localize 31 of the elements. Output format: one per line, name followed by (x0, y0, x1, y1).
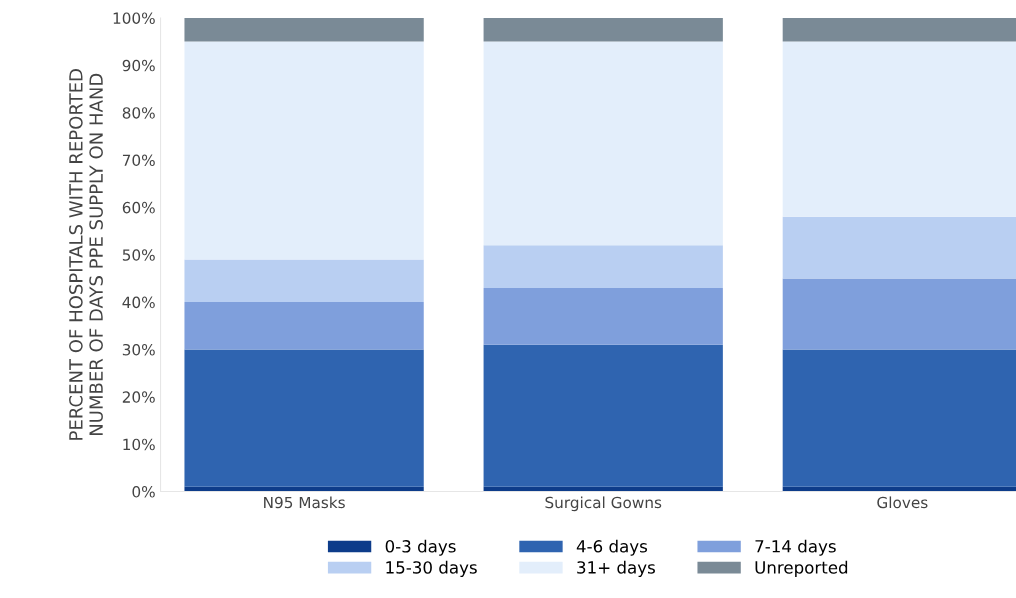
bar (483, 287, 723, 345)
x-tick-label: Gloves (877, 496, 928, 509)
x-tick-label: Surgical Gowns (545, 496, 662, 512)
y-tick-label: 60% (122, 201, 155, 214)
y-tick-label: 80% (122, 107, 155, 119)
bar (184, 302, 424, 350)
bar (184, 17, 424, 42)
bar (184, 259, 424, 303)
y-tick-label: 20% (122, 391, 155, 403)
y-tick-label: 0% (132, 486, 155, 498)
y-tick-label: 10% (123, 438, 155, 451)
bar (483, 41, 723, 246)
legend-label: 31+ days (577, 560, 655, 577)
y-tick-label: 40% (122, 296, 155, 309)
legend-label: 4-6 days (576, 539, 648, 556)
x-tick-label: N95 Masks (264, 496, 345, 509)
legend-label: 15-30 days (386, 560, 477, 577)
y-axis-title: PERCENT OF HOSPITALS WITH REPORTED NUMBER OF DAYS PPE SUPPLY ON HAND (69, 69, 103, 440)
y-tick-label: 100% (113, 12, 155, 24)
y-tick-label: 30% (122, 343, 155, 356)
legend-label: Unreported (755, 560, 848, 577)
bar (184, 41, 424, 260)
bar (184, 349, 424, 487)
legend-label: 0-3 days (385, 539, 456, 556)
bar (483, 344, 723, 487)
y-tick-label: 90% (122, 59, 155, 72)
legend-label: 7-14 days (755, 539, 836, 556)
y-tick-label: 50% (122, 249, 155, 261)
bar (483, 245, 723, 288)
y-tick-label: 70% (122, 154, 155, 167)
bar (483, 17, 723, 42)
